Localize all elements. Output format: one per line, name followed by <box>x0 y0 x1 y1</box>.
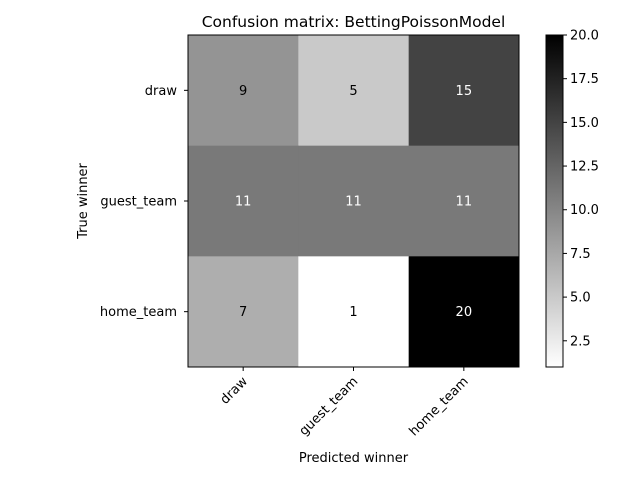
colorbar-tick-label: 10.0 <box>570 203 599 218</box>
heatmap-cell <box>408 35 520 147</box>
cell-value-label: 7 <box>239 305 247 320</box>
heatmap-cell <box>188 145 299 257</box>
colorbar-tick-label: 15.0 <box>570 116 599 131</box>
colorbar-tick-label: 12.5 <box>570 160 599 175</box>
cell-value-label: 9 <box>239 84 247 99</box>
x-axis-label: Predicted winner <box>299 451 409 466</box>
cell-value-label: 5 <box>349 84 357 99</box>
heatmap-cell <box>188 35 299 147</box>
y-tick-label: home_team <box>100 305 177 320</box>
y-tick-label: guest_team <box>100 195 177 210</box>
heatmap-cell <box>298 35 410 147</box>
colorbar-ticks: 2.5 5.0 7.5 10.0 12.5 15.0 17.5 20.0 <box>563 29 599 349</box>
colorbar-tick-label: 2.5 <box>570 334 591 349</box>
y-axis-label: True winner <box>76 162 91 239</box>
colorbar-tick-label: 17.5 <box>570 72 599 87</box>
heatmap-cell <box>408 145 520 257</box>
chart-title: Confusion matrix: BettingPoissonModel <box>202 13 506 31</box>
x-tick-label: home_team <box>407 374 472 439</box>
colorbar: 2.5 5.0 7.5 10.0 12.5 15.0 17.5 20.0 <box>545 29 599 368</box>
cell-value-label: 11 <box>345 195 362 210</box>
heatmap-cells <box>188 35 520 368</box>
colorbar-tick-label: 20.0 <box>570 29 599 44</box>
heatmap-cell <box>298 145 410 257</box>
y-axis: draw guest_team home_team <box>100 84 188 320</box>
cell-value-label: 1 <box>349 305 357 320</box>
colorbar-gradient <box>545 34 564 368</box>
x-axis: draw guest_team home_team <box>218 367 472 439</box>
cell-value-label: 11 <box>456 195 473 210</box>
heatmap-cell-labels: 9 5 15 11 11 11 7 1 20 <box>235 84 472 320</box>
heatmap-cell <box>298 256 410 368</box>
y-tick-label: draw <box>145 84 178 99</box>
colorbar-tick-label: 5.0 <box>570 291 591 306</box>
cell-value-label: 15 <box>456 84 473 99</box>
cell-value-label: 11 <box>235 195 252 210</box>
heatmap-cell <box>188 256 299 368</box>
heatmap-cell <box>408 256 520 368</box>
colorbar-tick-label: 7.5 <box>570 247 591 262</box>
cell-value-label: 20 <box>456 305 473 320</box>
x-tick-label: guest_team <box>297 374 362 439</box>
x-tick-label: draw <box>218 374 252 408</box>
